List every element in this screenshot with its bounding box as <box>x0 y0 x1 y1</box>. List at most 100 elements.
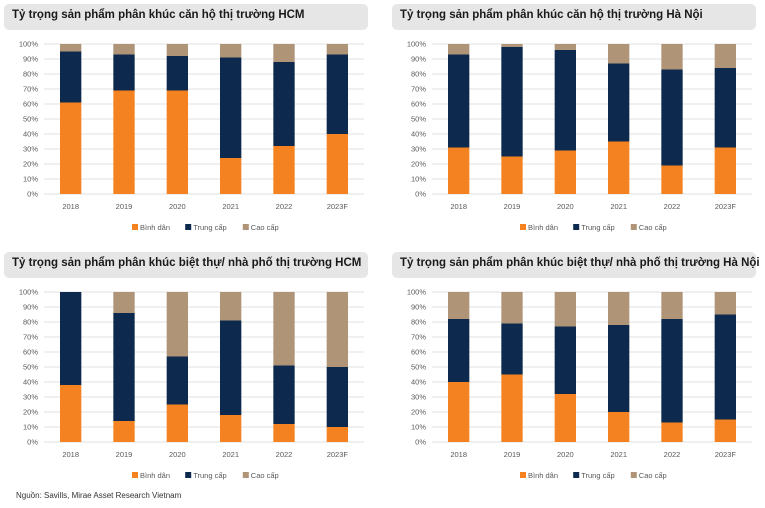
y-tick-label: 30% <box>23 145 38 154</box>
bar-segment-bình-dân <box>448 382 470 442</box>
x-tick-label: 2022 <box>276 450 293 459</box>
bar-segment-cao-cấp <box>220 292 242 321</box>
chart-hcm-apartments: 0% 10% 20% 30% 40% 50% 60% 70% 80% 90% 100% 2018 201… <box>19 40 364 232</box>
x-tick-label: 2018 <box>450 202 467 211</box>
bar-segment-cao-cấp <box>326 44 348 55</box>
bar-segment-trung-cấp <box>113 313 135 421</box>
legend-label: Bình dân <box>528 471 558 480</box>
chart-title-box: Tỷ trọng sản phẩm phân khúc căn hộ thị t… <box>392 4 756 30</box>
chart-hanoi-villas: 0% 10% 20% 30% 40% 50% 60% 70% 80% 90% 100% 2018 201… <box>407 288 752 480</box>
y-tick-label: 0% <box>27 438 38 447</box>
bar-segment-cao-cấp <box>661 44 683 70</box>
y-tick-label: 40% <box>23 378 38 387</box>
bar-segment-bình-dân <box>273 424 295 442</box>
bar-segment-trung-cấp <box>714 68 736 148</box>
bar-segment-cao-cấp <box>220 44 242 58</box>
y-tick-label: 20% <box>411 408 426 417</box>
bar-segment-cao-cấp <box>113 292 135 313</box>
bar-segment-cao-cấp <box>714 44 736 68</box>
legend-swatch <box>630 472 637 478</box>
legend-label: Trung cấp <box>581 471 615 480</box>
legend-swatch <box>185 472 192 478</box>
bar-segment-bình-dân <box>326 134 348 194</box>
y-tick-label: 50% <box>411 363 426 372</box>
y-tick-label: 0% <box>415 438 426 447</box>
chart-hcm-villas: 0% 10% 20% 30% 40% 50% 60% 70% 80% 90% 100% 2018 201… <box>19 288 364 480</box>
legend-swatch <box>520 472 526 478</box>
y-tick-label: 40% <box>23 130 38 139</box>
legend-label: Bình dân <box>140 223 170 232</box>
x-tick-label: 2019 <box>504 450 521 459</box>
x-tick-label: 2019 <box>116 450 133 459</box>
bar-segment-trung-cấp <box>661 69 683 166</box>
bar-segment-cao-cấp <box>166 292 188 357</box>
y-tick-label: 80% <box>411 70 426 79</box>
y-tick-label: 100% <box>19 40 39 49</box>
bar-segment-cao-cấp <box>501 292 523 324</box>
bar-segment-bình-dân <box>608 412 630 442</box>
bar-segment-bình-dân <box>113 90 135 194</box>
chart-title-box: Tỷ trọng sản phẩm phân khúc căn hộ thị t… <box>4 4 368 30</box>
x-tick-label: 2023F <box>327 450 349 459</box>
bar-segment-trung-cấp <box>501 323 523 375</box>
bar-segment-cao-cấp <box>554 44 576 50</box>
bar-segment-cao-cấp <box>448 44 470 55</box>
bar-segment-cao-cấp <box>501 44 523 47</box>
y-tick-label: 50% <box>23 363 38 372</box>
x-tick-label: 2020 <box>169 450 186 459</box>
bar-segment-bình-dân <box>448 147 470 194</box>
bar-segment-bình-dân <box>273 146 295 194</box>
y-tick-label: 60% <box>411 100 426 109</box>
bar-segment-bình-dân <box>113 421 135 442</box>
x-tick-label: 2021 <box>222 202 239 211</box>
chart-title-box: Tỷ trọng sản phẩm phân khúc biệt thự/ nh… <box>392 252 760 278</box>
chart-title: Tỷ trọng sản phẩm phân khúc biệt thự/ nh… <box>12 257 362 269</box>
y-tick-label: 50% <box>23 115 38 124</box>
legend-label: Cao cấp <box>251 223 279 232</box>
legend-label: Bình dân <box>140 471 170 480</box>
y-tick-label: 90% <box>23 303 38 312</box>
y-tick-label: 20% <box>411 160 426 169</box>
bar-segment-bình-dân <box>326 427 348 442</box>
bar-segment-bình-dân <box>166 90 188 194</box>
x-tick-label: 2022 <box>664 450 681 459</box>
y-tick-label: 100% <box>407 288 427 297</box>
x-tick-label: 2022 <box>664 202 681 211</box>
bar-segment-bình-dân <box>220 158 242 194</box>
legend-swatch <box>132 472 138 478</box>
y-tick-label: 50% <box>411 115 426 124</box>
x-tick-label: 2021 <box>222 450 239 459</box>
bar-segment-cao-cấp <box>608 292 630 325</box>
bar-segment-bình-dân <box>608 141 630 194</box>
bar-segment-trung-cấp <box>113 54 135 91</box>
x-tick-label: 2018 <box>62 202 79 211</box>
y-tick-label: 0% <box>27 190 38 199</box>
legend-label: Cao cấp <box>251 471 279 480</box>
bar-segment-trung-cấp <box>326 54 348 134</box>
x-tick-label: 2023F <box>327 202 349 211</box>
y-tick-label: 0% <box>415 190 426 199</box>
source-note: Nguồn: Savills, Mirae Asset Research Vie… <box>16 491 182 500</box>
bar-segment-trung-cấp <box>714 314 736 420</box>
chart-panel-hcm-villas: Tỷ trọng sản phẩm phân khúc biệt thự/ nh… <box>4 252 374 492</box>
bar-segment-bình-dân <box>714 419 736 442</box>
legend-label: Cao cấp <box>639 223 667 232</box>
bar-segment-trung-cấp <box>166 356 188 405</box>
legend-swatch <box>630 224 637 230</box>
y-tick-label: 70% <box>23 85 38 94</box>
legend-label: Cao cấp <box>639 471 667 480</box>
chart-title: Tỷ trọng sản phẩm phân khúc căn hộ thị t… <box>12 9 305 21</box>
y-tick-label: 30% <box>411 145 426 154</box>
y-tick-label: 80% <box>23 318 38 327</box>
y-tick-label: 10% <box>23 175 38 184</box>
y-tick-label: 90% <box>411 303 426 312</box>
bar-segment-trung-cấp <box>608 63 630 142</box>
y-tick-label: 90% <box>411 55 426 64</box>
y-tick-label: 70% <box>411 85 426 94</box>
bar-segment-trung-cấp <box>608 325 630 412</box>
y-tick-label: 10% <box>411 423 426 432</box>
chart-panel-hanoi-apartments: Tỷ trọng sản phẩm phân khúc căn hộ thị t… <box>392 4 762 244</box>
bar-segment-trung-cấp <box>554 326 576 394</box>
chart-title-box: Tỷ trọng sản phẩm phân khúc biệt thự/ nh… <box>4 252 368 278</box>
y-tick-label: 80% <box>411 318 426 327</box>
